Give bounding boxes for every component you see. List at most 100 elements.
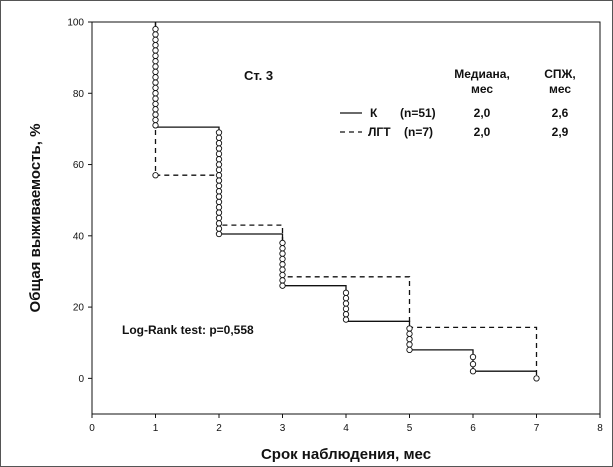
censor-marker [215, 177, 223, 184]
censor-marker [342, 311, 350, 318]
legend-median-k: 2,0 [474, 106, 491, 120]
censor-marker [279, 261, 286, 268]
censor-marker [215, 204, 223, 211]
censor-marker [152, 95, 159, 102]
censor-marker [469, 353, 477, 361]
y-tick-label: 80 [73, 89, 85, 100]
censor-marker [152, 31, 159, 38]
censor-marker [215, 220, 223, 227]
censor-marker [469, 360, 477, 368]
pfs-header-line1: СПЖ, [544, 67, 575, 81]
log-rank-test: Log-Rank test: p=0,558 [122, 323, 254, 337]
censor-marker [279, 245, 286, 252]
stage-label: Ст. 3 [244, 68, 273, 83]
censor-marker [215, 145, 223, 152]
censor-marker [215, 182, 223, 190]
censor-marker [152, 68, 159, 76]
censor-marker [152, 84, 159, 92]
censor-marker [215, 188, 223, 195]
median-header-line2: мес [471, 82, 493, 96]
y-tick-label: 100 [67, 18, 84, 29]
censor-marker [215, 140, 223, 147]
censor-marker [152, 172, 159, 179]
x-axis-title: Срок наблюдения, мес [261, 446, 431, 463]
x-tick-label: 4 [343, 423, 349, 434]
x-tick-label: 8 [597, 423, 603, 434]
censor-marker [279, 277, 286, 284]
legend-label-k: К [370, 106, 378, 120]
censor-marker [215, 161, 223, 168]
censor-marker [342, 295, 350, 302]
censor-marker [406, 336, 413, 343]
censor-marker [152, 63, 159, 70]
legend-pfs-k: 2,6 [552, 106, 569, 120]
censor-marker [152, 100, 159, 108]
censor-marker [152, 106, 159, 113]
censor-marker [152, 111, 159, 118]
censor-marker [152, 79, 159, 86]
y-tick-label: 20 [73, 303, 85, 314]
censor-marker [279, 239, 286, 247]
censor-marker [152, 36, 159, 43]
censor-marker [215, 134, 223, 141]
censor-marker [342, 300, 350, 307]
censor-marker [215, 198, 223, 206]
censor-marker [152, 25, 159, 33]
censor-marker [406, 346, 413, 354]
censor-marker [406, 341, 413, 348]
y-axis-title: Общая выживаемость, % [27, 124, 44, 313]
censor-marker [533, 375, 540, 382]
censor-markers [152, 25, 540, 382]
censor-marker [215, 209, 223, 216]
censor-marker [469, 368, 477, 375]
x-tick-label: 7 [534, 423, 540, 434]
censor-marker [342, 305, 350, 313]
legend-median-lgt: 2,0 [474, 125, 491, 139]
censor-marker [406, 330, 413, 337]
censor-marker [152, 47, 159, 54]
censor-marker [279, 271, 286, 279]
censor-marker [279, 250, 286, 257]
censor-marker [215, 172, 223, 179]
censor-marker [215, 156, 223, 163]
censor-marker [152, 42, 159, 49]
censor-marker [152, 90, 159, 97]
x-tick-label: 1 [153, 423, 159, 434]
x-tick-label: 2 [216, 423, 222, 434]
legend-n-lgt: (n=7) [404, 125, 433, 139]
censor-marker [152, 74, 159, 81]
censor-marker [279, 255, 286, 263]
censor-marker [215, 129, 223, 136]
censor-marker [215, 150, 223, 158]
censor-marker [215, 166, 223, 174]
pfs-header-line2: мес [549, 82, 571, 96]
censor-marker [152, 122, 159, 129]
censor-marker [152, 58, 159, 65]
censor-marker [215, 193, 223, 200]
legend-pfs-lgt: 2,9 [552, 125, 569, 139]
median-header-line1: Медиана, [454, 67, 510, 81]
censor-marker [152, 116, 159, 124]
y-tick-label: 60 [73, 160, 85, 171]
censor-marker [215, 225, 223, 232]
x-tick-label: 6 [470, 423, 476, 434]
legend-label-lgt: ЛГТ [368, 125, 391, 139]
x-tick-label: 3 [280, 423, 286, 434]
censor-marker [152, 52, 159, 60]
censor-marker [406, 325, 413, 332]
censor-marker [342, 316, 350, 323]
y-tick-label: 0 [78, 374, 84, 385]
censor-marker [215, 230, 223, 238]
censor-marker [279, 266, 286, 273]
legend-n-k: (n=51) [400, 106, 436, 120]
x-tick-label: 0 [89, 423, 95, 434]
x-tick-label: 5 [407, 423, 413, 434]
y-tick-label: 40 [73, 231, 85, 242]
censor-marker [279, 282, 286, 289]
censor-marker [342, 289, 350, 296]
series-line-k [154, 22, 537, 372]
censor-marker [215, 214, 223, 222]
